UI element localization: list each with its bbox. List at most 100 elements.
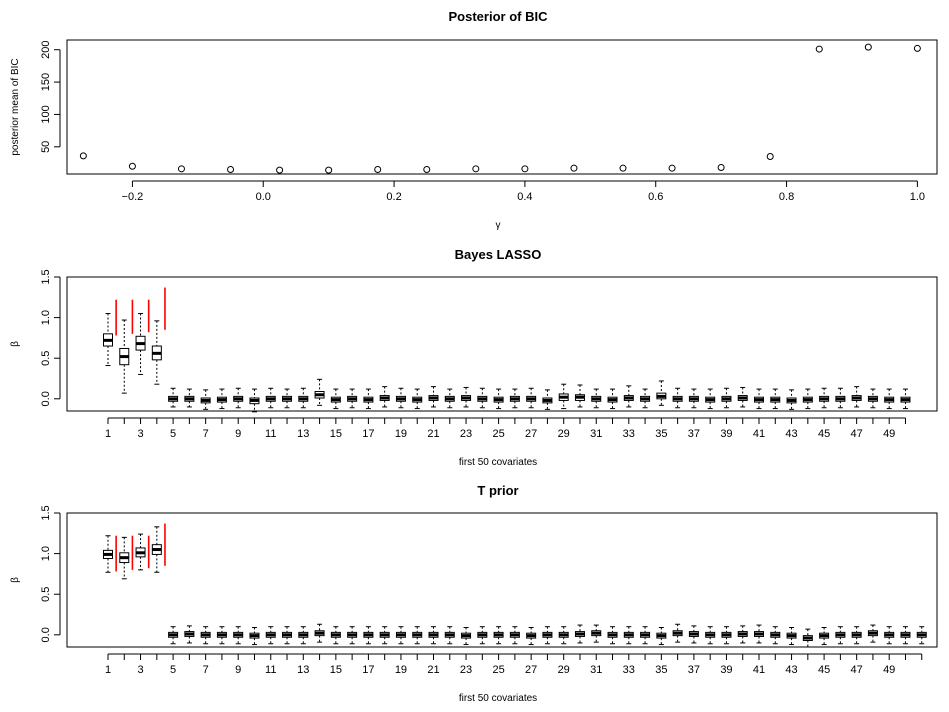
x-tick-label: 11 bbox=[265, 428, 276, 440]
x-tick-label: 49 bbox=[883, 664, 895, 676]
chart-title: Posterior of BIC bbox=[449, 9, 549, 24]
x-tick-label: 13 bbox=[297, 428, 309, 440]
data-points bbox=[79, 43, 921, 174]
x-tick-label: 35 bbox=[655, 428, 667, 440]
data-point bbox=[374, 165, 382, 173]
x-tick-label: 5 bbox=[170, 428, 176, 440]
x-tick-label: 5 bbox=[170, 664, 176, 676]
boxplot-40 bbox=[737, 386, 748, 408]
boxplot-31 bbox=[591, 388, 602, 409]
x-axis: −0.2 0.0 0.2 0.4 0.6 0.8 1.0 bbox=[122, 180, 925, 203]
boxplot-15 bbox=[330, 626, 341, 645]
boxplot-5 bbox=[168, 387, 179, 408]
boxplot-47 bbox=[851, 626, 862, 645]
boxplot-30 bbox=[574, 624, 585, 644]
data-point bbox=[668, 164, 676, 172]
x-tick-label: 1 bbox=[105, 664, 111, 676]
data-point bbox=[177, 165, 185, 173]
x-tick-label: 13 bbox=[297, 664, 309, 676]
boxplot-22 bbox=[444, 388, 455, 409]
boxplot-27 bbox=[526, 627, 537, 646]
boxplot-14 bbox=[314, 378, 325, 406]
boxplot-9 bbox=[233, 626, 244, 645]
y-tick-label: 100 bbox=[40, 105, 52, 123]
boxplot-7 bbox=[200, 389, 211, 410]
y-axis-label: β bbox=[10, 577, 21, 583]
data-point bbox=[717, 164, 725, 172]
boxplot-13 bbox=[298, 387, 309, 409]
boxplot-42 bbox=[770, 388, 781, 410]
x-axis-label: first 50 covariates bbox=[459, 457, 537, 468]
x-tick-label: 7 bbox=[203, 428, 209, 440]
boxplot-41 bbox=[754, 388, 764, 410]
plot-frame bbox=[66, 512, 938, 648]
y-tick-label: 150 bbox=[40, 73, 52, 91]
boxplot-39 bbox=[721, 387, 732, 409]
x-tick-label: 43 bbox=[785, 664, 797, 676]
y-tick-label: 0.0 bbox=[40, 391, 52, 406]
x-tick-label: 35 bbox=[655, 664, 667, 676]
boxplot-18 bbox=[379, 386, 390, 408]
x-tick-label: 41 bbox=[753, 428, 765, 440]
boxplot-24 bbox=[477, 626, 488, 645]
boxplot-14 bbox=[314, 623, 325, 643]
x-tick-label: 47 bbox=[851, 664, 863, 676]
data-point bbox=[423, 165, 431, 173]
x-tick-label: 39 bbox=[720, 428, 732, 440]
boxplot-1 bbox=[103, 313, 113, 367]
boxplot-26 bbox=[509, 388, 520, 409]
y-tick-label: 1.0 bbox=[40, 310, 52, 325]
boxplot-40 bbox=[737, 625, 748, 644]
boxplot-43 bbox=[786, 627, 797, 646]
data-point bbox=[619, 164, 627, 172]
x-tick-label: 1 bbox=[105, 428, 111, 440]
x-tick-label: 17 bbox=[362, 428, 374, 440]
plot-frame bbox=[66, 276, 938, 412]
boxplot-6 bbox=[184, 625, 195, 644]
x-tick-label: 3 bbox=[137, 428, 143, 440]
x-tick-label: 0.2 bbox=[386, 191, 401, 203]
boxplot-30 bbox=[574, 384, 585, 408]
boxplot-8 bbox=[216, 626, 227, 645]
y-tick-label: 0.0 bbox=[40, 627, 52, 642]
boxplot-46 bbox=[835, 387, 846, 409]
x-axis-label: γ bbox=[496, 220, 501, 231]
data-point bbox=[766, 153, 774, 161]
boxplot-35 bbox=[656, 627, 667, 646]
boxplot-49 bbox=[884, 388, 895, 410]
boxplot-45 bbox=[819, 387, 830, 409]
boxplot-12 bbox=[282, 626, 293, 645]
data-point bbox=[472, 165, 480, 173]
boxplot-39 bbox=[721, 626, 732, 645]
boxplot-22 bbox=[444, 626, 455, 645]
y-tick-label: 200 bbox=[40, 41, 52, 59]
data-point bbox=[864, 43, 872, 51]
x-tick-label: 1.0 bbox=[910, 191, 925, 203]
boxplot-15 bbox=[330, 388, 341, 410]
data-point bbox=[276, 166, 284, 174]
y-tick-label: 50 bbox=[40, 141, 52, 153]
boxplot-32 bbox=[607, 626, 618, 645]
boxplot-21 bbox=[428, 386, 439, 408]
boxplot-7 bbox=[200, 626, 211, 645]
boxplot-49 bbox=[884, 626, 895, 645]
boxplot-16 bbox=[347, 626, 358, 645]
boxplot-48 bbox=[867, 624, 878, 643]
data-point bbox=[570, 164, 578, 172]
data-point bbox=[325, 166, 333, 174]
boxplot-34 bbox=[640, 626, 651, 645]
boxplot-37 bbox=[688, 388, 699, 409]
boxplots bbox=[103, 287, 911, 413]
boxplot-23 bbox=[461, 386, 472, 408]
x-tick-label: 41 bbox=[753, 664, 765, 676]
x-tick-label: 0.4 bbox=[517, 191, 532, 203]
y-tick-label: 0.5 bbox=[40, 351, 52, 366]
boxplot-6 bbox=[184, 388, 195, 408]
boxplot-2 bbox=[119, 536, 130, 580]
x-tick-label: 21 bbox=[427, 428, 439, 440]
y-axis: 0.0 0.5 1.0 1.5 bbox=[40, 269, 61, 406]
boxplot-25 bbox=[493, 626, 504, 645]
boxplot-47 bbox=[851, 386, 862, 408]
boxplot-37 bbox=[688, 625, 699, 644]
x-tick-label: 25 bbox=[492, 428, 504, 440]
